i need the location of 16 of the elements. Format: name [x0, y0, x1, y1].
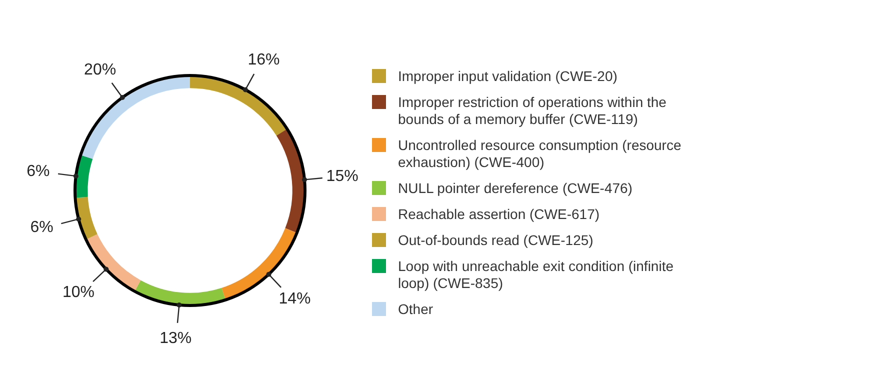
data-label: 6% — [30, 218, 54, 236]
data-label: 6% — [26, 163, 50, 180]
legend-label: Out-of-bounds read (CWE-125) — [398, 232, 594, 249]
legend-label: Improper restriction of operations within the bounds of a memory buffer (CWE-119) — [398, 94, 668, 128]
legend-label: Uncontrolled resource consumption (resource exhaustion) (CWE-400) — [398, 137, 682, 171]
data-label: 15% — [326, 168, 358, 185]
legend-label: Loop with unreachable exit condition (infinite loop) (CWE-835) — [398, 258, 675, 292]
data-label: 20% — [84, 61, 116, 78]
data-label: 10% — [62, 284, 94, 301]
data-label: 14% — [278, 290, 311, 308]
legend-label: Other — [398, 301, 434, 318]
legend-label: NULL pointer dereference (CWE-476) — [398, 180, 634, 197]
legend-label: Reachable assertion (CWE-617) — [398, 206, 601, 223]
data-label: 13% — [160, 330, 192, 348]
data-label: 16% — [248, 51, 280, 68]
legend-label: Improper input validation (CWE-20) — [398, 68, 618, 85]
